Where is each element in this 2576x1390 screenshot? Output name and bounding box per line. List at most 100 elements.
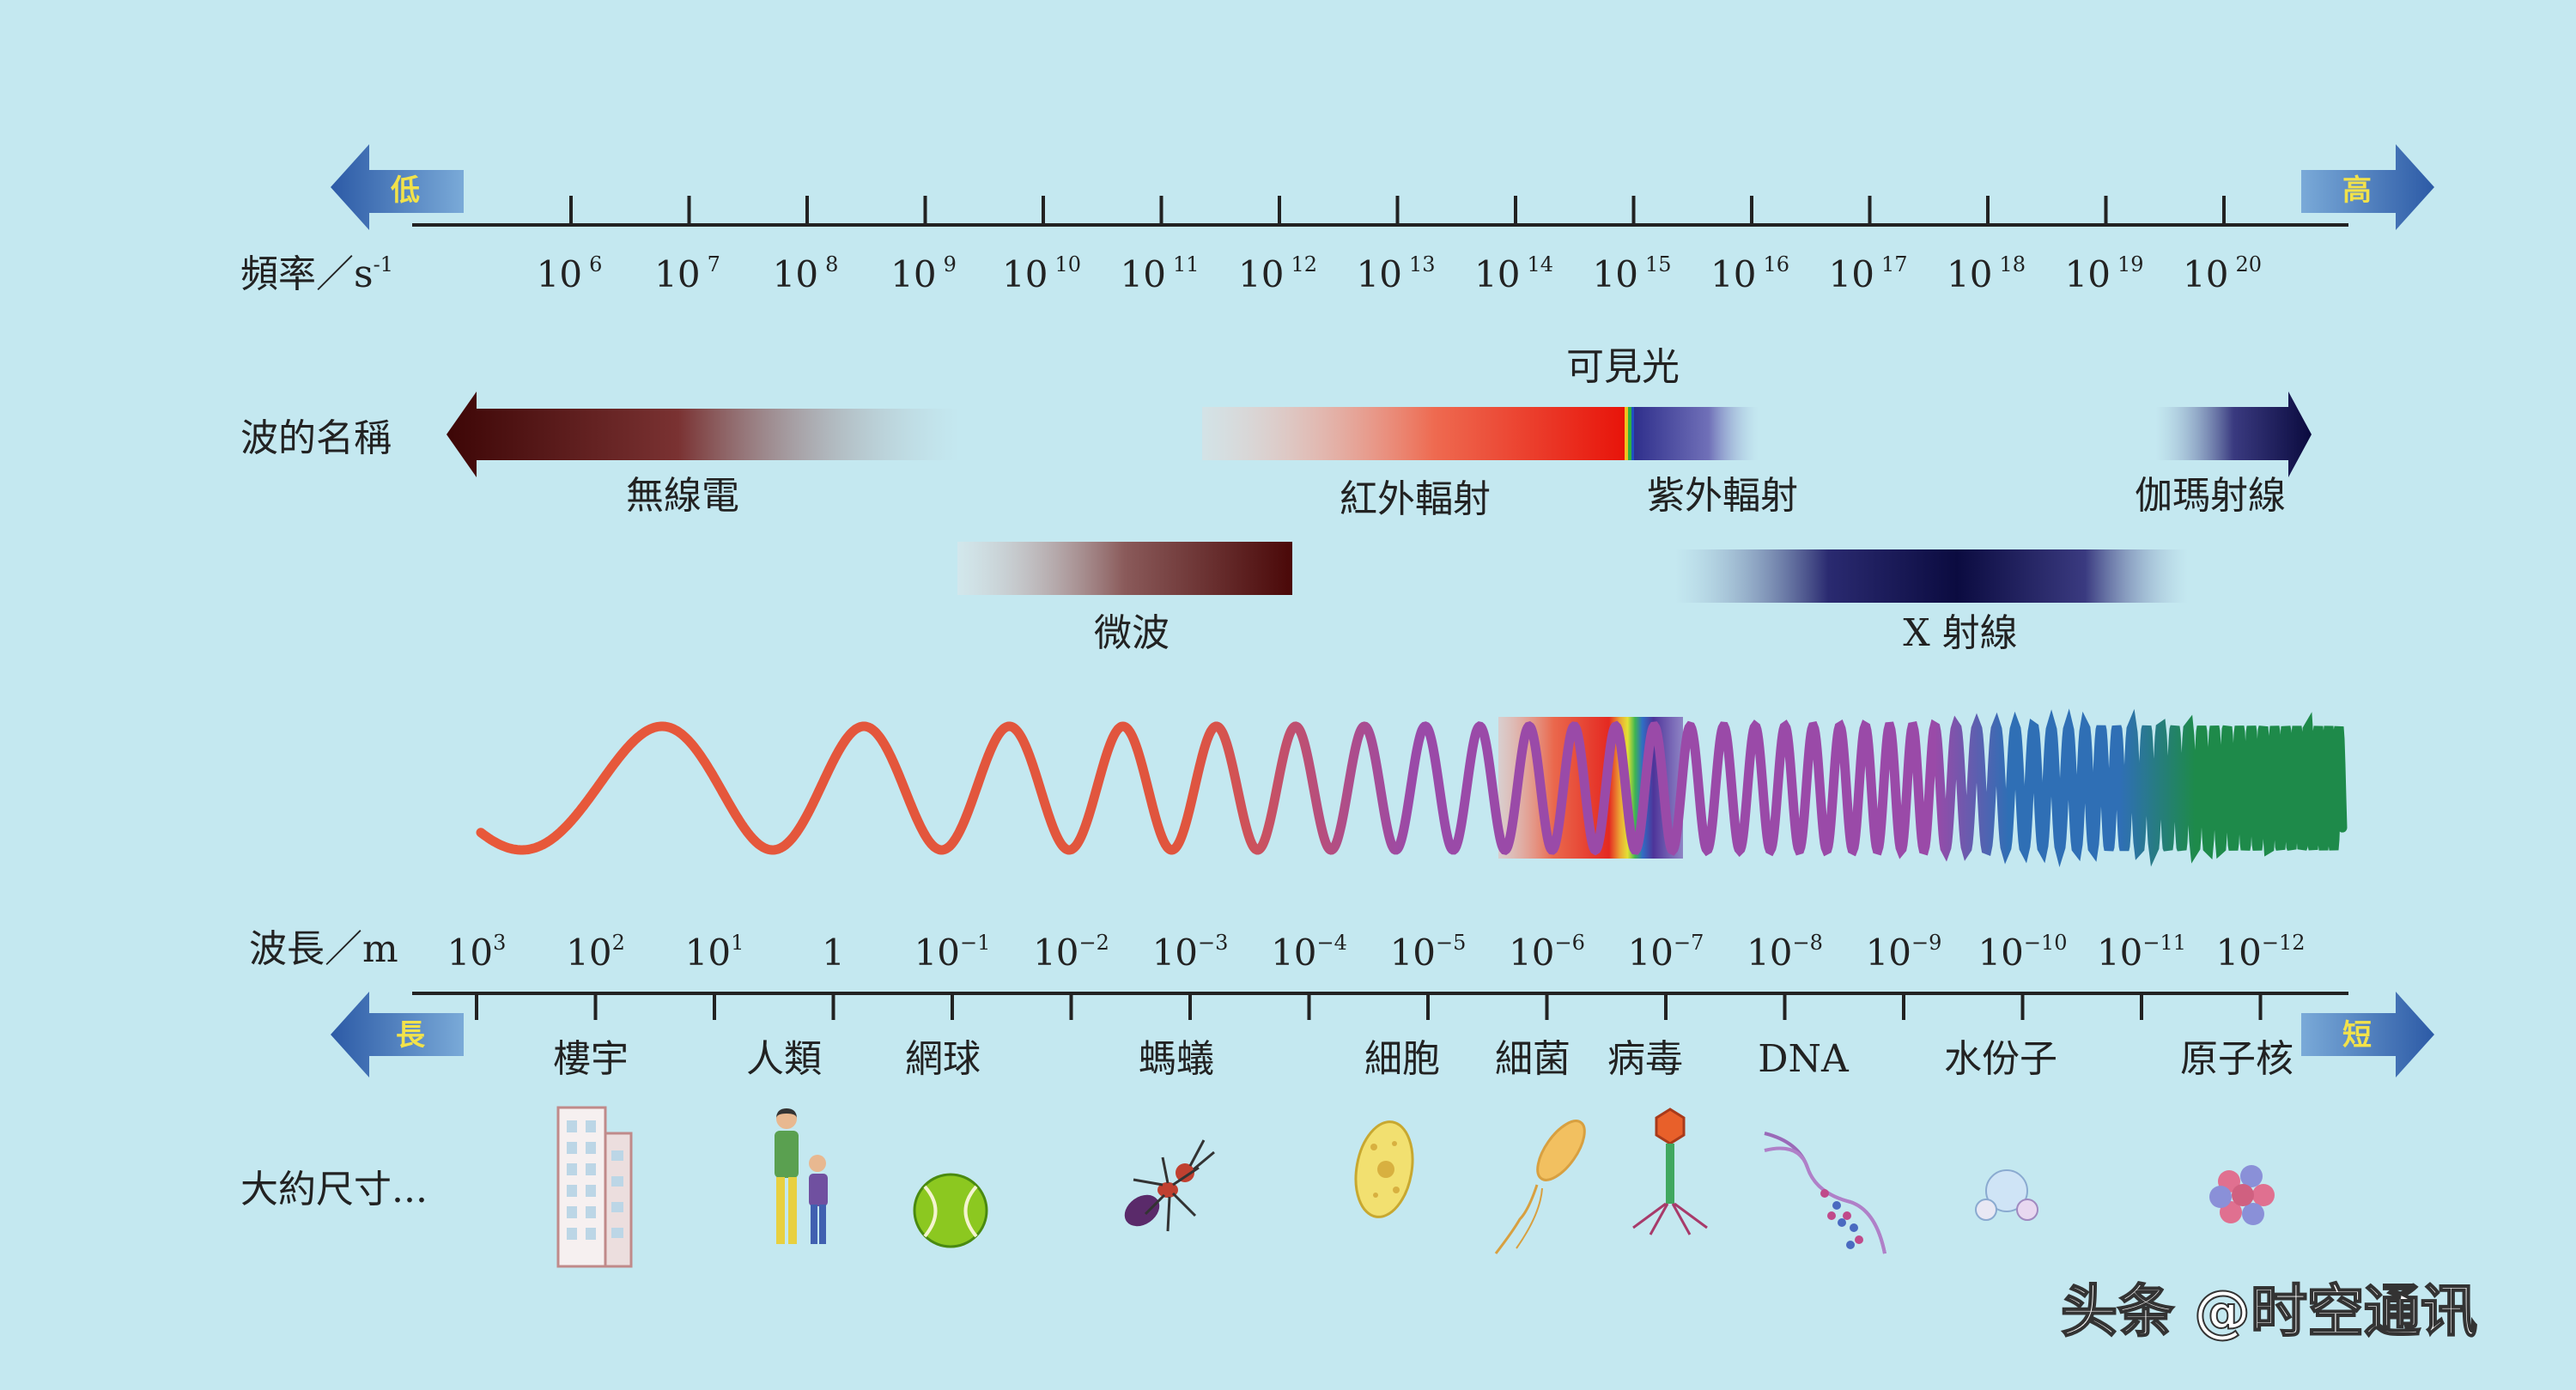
tick-exponent: 14	[1527, 252, 1553, 276]
wave-name-bands: 波的名稱 無線電 紅外輻射 可見光 紫外輻射 伽瑪射線 微波	[240, 345, 2312, 655]
wavelength-tick-label: 10−3	[1152, 931, 1229, 974]
tick-exponent: 3	[493, 931, 506, 955]
tick-base: 10	[1747, 932, 1792, 974]
size-label: 病毒	[1607, 1037, 1683, 1081]
tick-exponent: −11	[2142, 931, 2186, 955]
wavelength-axis: 波長／m 103 102 101 1 10−1 10−2 10−3 10−4 10−5 10−6 1…	[249, 927, 2434, 1077]
sizes-label: 大約尺寸...	[240, 1168, 428, 1211]
wave-curve	[476, 708, 2348, 868]
tick-exponent: 2	[612, 931, 625, 955]
wavelength-tick-label: 10−10	[1978, 931, 2067, 974]
size-label: 人類	[746, 1037, 822, 1081]
wave-illustration	[476, 708, 2348, 868]
tick-exponent: −12	[2262, 931, 2306, 955]
wavelength-tick-label: 10−8	[1747, 931, 1823, 974]
microwave-label: 微波	[1094, 611, 1170, 655]
frequency-unit-exponent: -1	[374, 252, 393, 276]
frequency-high-arrow: 高	[2301, 144, 2434, 230]
tick-base: 10	[1390, 932, 1436, 974]
wavelength-tick-label: 10−5	[1390, 931, 1467, 974]
tick-exponent: 19	[2117, 252, 2144, 276]
size-label: 原子核	[2180, 1037, 2293, 1081]
size-label: 水份子	[1944, 1037, 2057, 1081]
tick-base: 10	[537, 253, 582, 295]
wavelength-tick-label: 10−1	[914, 931, 991, 974]
tick-base: 10	[2065, 253, 2111, 295]
watermark: 头条 @时空通讯	[2061, 1278, 2477, 1344]
ultraviolet-band: 紫外輻射	[1634, 407, 1798, 518]
frequency-ticks: 10 6 10 7 10 8 10 9 10 10 10 11 10 12 10 13 10 14 10 15 10 16…	[537, 196, 2262, 295]
tick-exponent: −1	[960, 931, 990, 955]
wave-names-label: 波的名稱	[240, 416, 392, 460]
tick-base: 10	[1002, 253, 1048, 295]
tick-base: 10	[1947, 253, 1992, 295]
gamma-label: 伽瑪射線	[2135, 474, 2286, 518]
wavelength-tick-label: 10−2	[1033, 931, 1109, 974]
tick-exponent: 9	[944, 252, 957, 276]
frequency-low-arrow: 低	[331, 144, 464, 230]
frequency-tick-label: 10 17	[1829, 252, 1908, 295]
virus-icon	[1632, 1108, 1708, 1235]
frequency-tick-label: 10 7	[654, 252, 720, 295]
xray-band: X 射線	[1674, 549, 2188, 655]
size-label: 細菌	[1495, 1037, 1571, 1081]
tick-base: 10	[1978, 932, 2023, 974]
wavelength-long-label: 長	[396, 1018, 426, 1053]
radio-band: 無線電	[447, 392, 962, 518]
wavelength-long-arrow: 長	[331, 992, 464, 1077]
tick-base: 10	[1033, 932, 1078, 974]
wavelength-short-arrow: 短	[2301, 992, 2434, 1077]
tick-base: 10	[654, 253, 700, 295]
wavelength-tick-label: 10−9	[1866, 931, 1942, 974]
building-icon	[556, 1106, 633, 1268]
tick-exponent: 7	[708, 252, 720, 276]
people-icon	[775, 1108, 828, 1244]
size-label: 網球	[905, 1037, 981, 1081]
wavelength-tick-label: 103	[447, 931, 507, 974]
tick-base: 10	[1121, 253, 1166, 295]
tick-base: 10	[447, 932, 493, 974]
wavelength-tick-label: 102	[566, 931, 625, 974]
frequency-axis: 低 高 10 6 10 7 10 8 10 9 10 10 10 11 10 12 10 13 10 14 10 15…	[240, 144, 2434, 296]
wavelength-ticks: 103 102 101 1 10−1 10−2 10−3 10−4 10−5 10−6 10−7 10…	[447, 931, 2306, 1020]
frequency-tick-label: 10 19	[2065, 252, 2144, 295]
wavelength-tick-label: 10−12	[2215, 931, 2305, 974]
tick-exponent: 20	[2235, 252, 2262, 276]
tick-base: 10	[1710, 253, 1756, 295]
tick-exponent: 13	[1409, 252, 1436, 276]
tick-exponent: −5	[1436, 931, 1466, 955]
tick-exponent: −3	[1198, 931, 1228, 955]
tick-base: 10	[1357, 253, 1402, 295]
tick-base: 10	[2215, 932, 2261, 974]
tick-base: 10	[2097, 932, 2142, 974]
wavelength-tick-label: 10−6	[1509, 931, 1585, 974]
tick-exponent: 10	[1054, 252, 1081, 276]
tick-exponent: 8	[825, 252, 838, 276]
tick-base: 1	[822, 932, 845, 974]
frequency-tick-label: 10 13	[1357, 252, 1436, 295]
tick-exponent: 17	[1881, 252, 1908, 276]
frequency-high-label: 高	[2342, 173, 2372, 208]
gamma-band: 伽瑪射線	[2135, 392, 2312, 518]
tick-exponent: 16	[1763, 252, 1789, 276]
tick-exponent: −9	[1911, 931, 1941, 955]
tick-exponent: −7	[1674, 931, 1704, 955]
size-references: 大約尺寸... 樓宇 人類 網球 螞蟻 細胞 細菌 病毒 DNA 水份子 原子核	[240, 1037, 2293, 1268]
cell-icon	[1354, 1120, 1414, 1218]
water-molecule-icon	[1975, 1169, 2038, 1221]
ant-icon	[1124, 1139, 1215, 1232]
size-label: 細胞	[1364, 1037, 1440, 1081]
radio-label: 無線電	[626, 474, 739, 518]
frequency-low-label: 低	[391, 173, 420, 208]
tick-base: 10	[1509, 932, 1554, 974]
tick-base: 10	[1238, 253, 1284, 295]
frequency-tick-label: 10 9	[890, 252, 957, 295]
tick-exponent: 11	[1173, 252, 1200, 276]
frequency-tick-label: 10 18	[1947, 252, 2026, 295]
tick-exponent: 15	[1645, 252, 1672, 276]
tennis-ball-icon	[913, 1173, 988, 1248]
tick-exponent: 1	[731, 931, 744, 955]
ultraviolet-label: 紫外輻射	[1647, 474, 1798, 518]
frequency-tick-label: 10 6	[537, 252, 603, 295]
